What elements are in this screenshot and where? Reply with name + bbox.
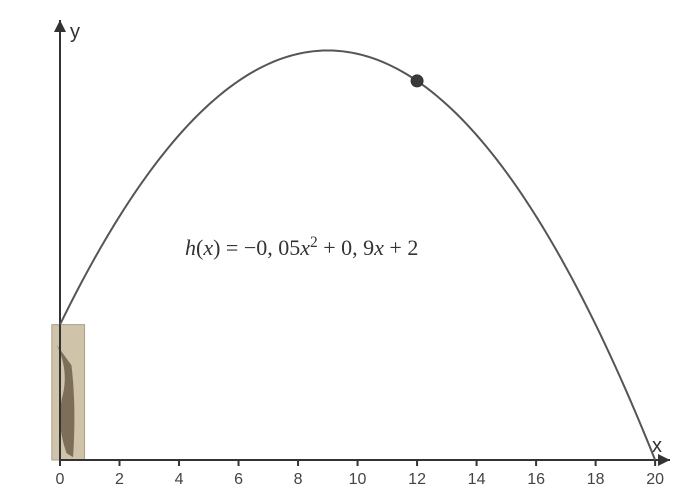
x-tick-label: 10 (349, 471, 367, 488)
x-tick-label: 8 (294, 471, 303, 488)
y-axis-arrow (54, 20, 66, 32)
x-tick-label: 2 (115, 471, 124, 488)
x-tick-label: 4 (175, 471, 184, 488)
x-tick-label: 0 (56, 471, 65, 488)
x-tick-label: 6 (234, 471, 243, 488)
x-tick-label: 12 (408, 471, 426, 488)
parabola-chart: 02468101214161820xyh(x) = −0, 05x2 + 0, … (0, 0, 700, 500)
x-tick-label: 18 (587, 471, 605, 488)
curve-marker-point[interactable] (411, 75, 423, 87)
formula-label: h(x) = −0, 05x2 + 0, 9x + 2 (185, 234, 418, 261)
x-tick-label: 16 (527, 471, 545, 488)
x-tick-label: 14 (468, 471, 486, 488)
chart-svg: 02468101214161820xyh(x) = −0, 05x2 + 0, … (0, 0, 700, 500)
x-tick-label: 20 (646, 471, 664, 488)
y-axis-label: y (70, 21, 80, 43)
